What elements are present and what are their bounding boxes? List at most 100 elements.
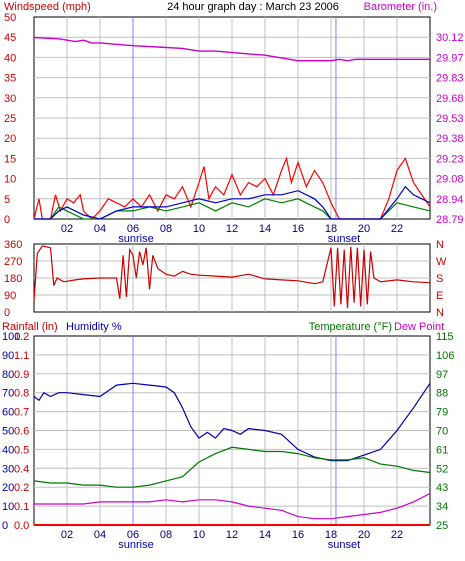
direction-tick-label: 90 <box>4 290 16 302</box>
x-tick-label: 14 <box>259 529 271 541</box>
rainfall-tick-label: 0.5 <box>14 444 29 456</box>
windspeed-tick-label: 25 <box>4 113 16 125</box>
rainfall-tick-label: 0.4 <box>14 463 29 475</box>
windspeed-tick-label: 20 <box>4 133 16 145</box>
temperature-tick-label: 79 <box>436 407 448 419</box>
barometer-tick-label: 29.53 <box>436 113 464 125</box>
compass-tick-label: S <box>436 273 443 285</box>
x-tick-label: 20 <box>358 529 370 541</box>
barometer-tick-label: 29.68 <box>436 93 464 105</box>
windspeed-tick-label: 15 <box>4 153 16 165</box>
direction-tick-label: 180 <box>4 273 22 285</box>
humidity-tick-label: 80 <box>2 369 14 381</box>
x-tick-label: 02 <box>61 223 73 235</box>
humidity-tick-label: 90 <box>2 350 14 362</box>
temperature-tick-label: 115 <box>436 331 454 343</box>
x-tick-label: 10 <box>193 529 205 541</box>
dewpoint-axis-title: Dew Point <box>394 321 444 333</box>
humidity-tick-label: 0 <box>2 520 8 532</box>
sunrise-label: sunrise <box>118 233 153 245</box>
x-tick-label: 22 <box>391 529 403 541</box>
sunrise-label-bottom: sunrise <box>118 539 153 551</box>
x-tick-label: 12 <box>226 223 238 235</box>
humidity-tick-label: 30 <box>2 463 14 475</box>
temperature-tick-label: 52 <box>436 463 448 475</box>
temperature-tick-label: 34 <box>436 501 448 513</box>
x-tick-label: 20 <box>358 223 370 235</box>
barometer-tick-label: 29.23 <box>436 153 464 165</box>
x-tick-label: 08 <box>160 223 172 235</box>
barometer-tick-label: 29.38 <box>436 133 464 145</box>
humidity-tick-label: 20 <box>2 482 14 494</box>
windspeed-axis-title: Windspeed (mph) <box>4 1 91 13</box>
windspeed-tick-label: 40 <box>4 52 16 64</box>
x-tick-label: 12 <box>226 529 238 541</box>
rainfall-tick-label: 0.8 <box>14 388 29 400</box>
temperature-line <box>33 446 431 488</box>
direction-line <box>33 245 431 309</box>
compass-tick-label: N <box>436 307 444 319</box>
x-tick-label: 10 <box>193 223 205 235</box>
x-tick-label: 16 <box>292 223 304 235</box>
sunset-label-bottom: sunset <box>328 539 360 551</box>
temperature-axis-title: Temperature (°F) <box>309 321 392 333</box>
rainfall-tick-label: 0.7 <box>14 407 29 419</box>
rainfall-tick-label: 0.2 <box>14 482 29 494</box>
direction-tick-label: 0 <box>4 307 10 319</box>
direction-tick-label: 360 <box>4 239 22 251</box>
rainfall-tick-label: 1.2 <box>14 331 29 343</box>
barometer-tick-label: 30.12 <box>436 32 464 44</box>
humidity-tick-label: 60 <box>2 407 14 419</box>
barometer-axis-title: Barometer (in.) <box>364 1 437 13</box>
windspeed-tick-label: 50 <box>4 12 16 24</box>
barometer-tick-label: 29.97 <box>436 52 464 64</box>
windspeed-tick-label: 35 <box>4 73 16 85</box>
x-tick-label: 22 <box>391 223 403 235</box>
humidity-tick-label: 50 <box>2 426 14 438</box>
compass-tick-label: N <box>436 239 444 251</box>
x-tick-label: 04 <box>94 529 106 541</box>
humidity-tick-label: 100 <box>2 331 20 343</box>
x-tick-label: 18 <box>325 223 337 235</box>
rainfall-tick-label: 0.9 <box>14 369 29 381</box>
barometer-tick-label: 29.08 <box>436 174 464 186</box>
x-tick-label: 02 <box>61 529 73 541</box>
windspeed-tick-label: 10 <box>4 174 16 186</box>
temperature-tick-label: 25 <box>436 520 448 532</box>
x-tick-label: 06 <box>127 223 139 235</box>
sunset-label: sunset <box>328 233 360 245</box>
rainfall-axis-title: Rainfall (in) <box>2 321 58 333</box>
x-tick-label: 18 <box>325 529 337 541</box>
x-tick-label: 04 <box>94 223 106 235</box>
avg-line <box>34 185 431 220</box>
wind-baro-panel: Windspeed (mph) 24 hour graph day : Marc… <box>4 1 464 245</box>
temperature-tick-label: 106 <box>436 350 454 362</box>
dewpoint-line <box>34 492 431 520</box>
compass-tick-label: W <box>436 256 447 268</box>
humidity-line <box>33 382 431 462</box>
temp-humidity-panel: Rainfall (in) Humidity % Temperature (°F… <box>2 321 454 551</box>
rainfall-tick-label: 0.6 <box>14 426 29 438</box>
humidity-tick-label: 40 <box>2 444 14 456</box>
windspeed-tick-label: 5 <box>4 194 10 206</box>
x-tick-label: 06 <box>127 529 139 541</box>
chart-title: 24 hour graph day : March 23 2006 <box>167 1 339 13</box>
x-tick-label: 08 <box>160 529 172 541</box>
compass-tick-label: E <box>436 290 443 302</box>
temperature-tick-label: 43 <box>436 482 448 494</box>
windspeed-tick-label: 30 <box>4 93 16 105</box>
barometer-tick-label: 29.83 <box>436 73 464 85</box>
temperature-tick-label: 88 <box>436 388 448 400</box>
humidity-axis-title: Humidity % <box>66 321 122 333</box>
windspeed-tick-label: 45 <box>4 32 16 44</box>
temperature-tick-label: 61 <box>436 444 448 456</box>
barometer-tick-label: 28.79 <box>436 214 464 226</box>
barometer-tick-label: 28.94 <box>436 194 464 206</box>
rainfall-tick-label: 1.1 <box>14 350 29 362</box>
humidity-tick-label: 70 <box>2 388 14 400</box>
direction-tick-label: 270 <box>4 256 22 268</box>
temperature-tick-label: 70 <box>436 426 448 438</box>
